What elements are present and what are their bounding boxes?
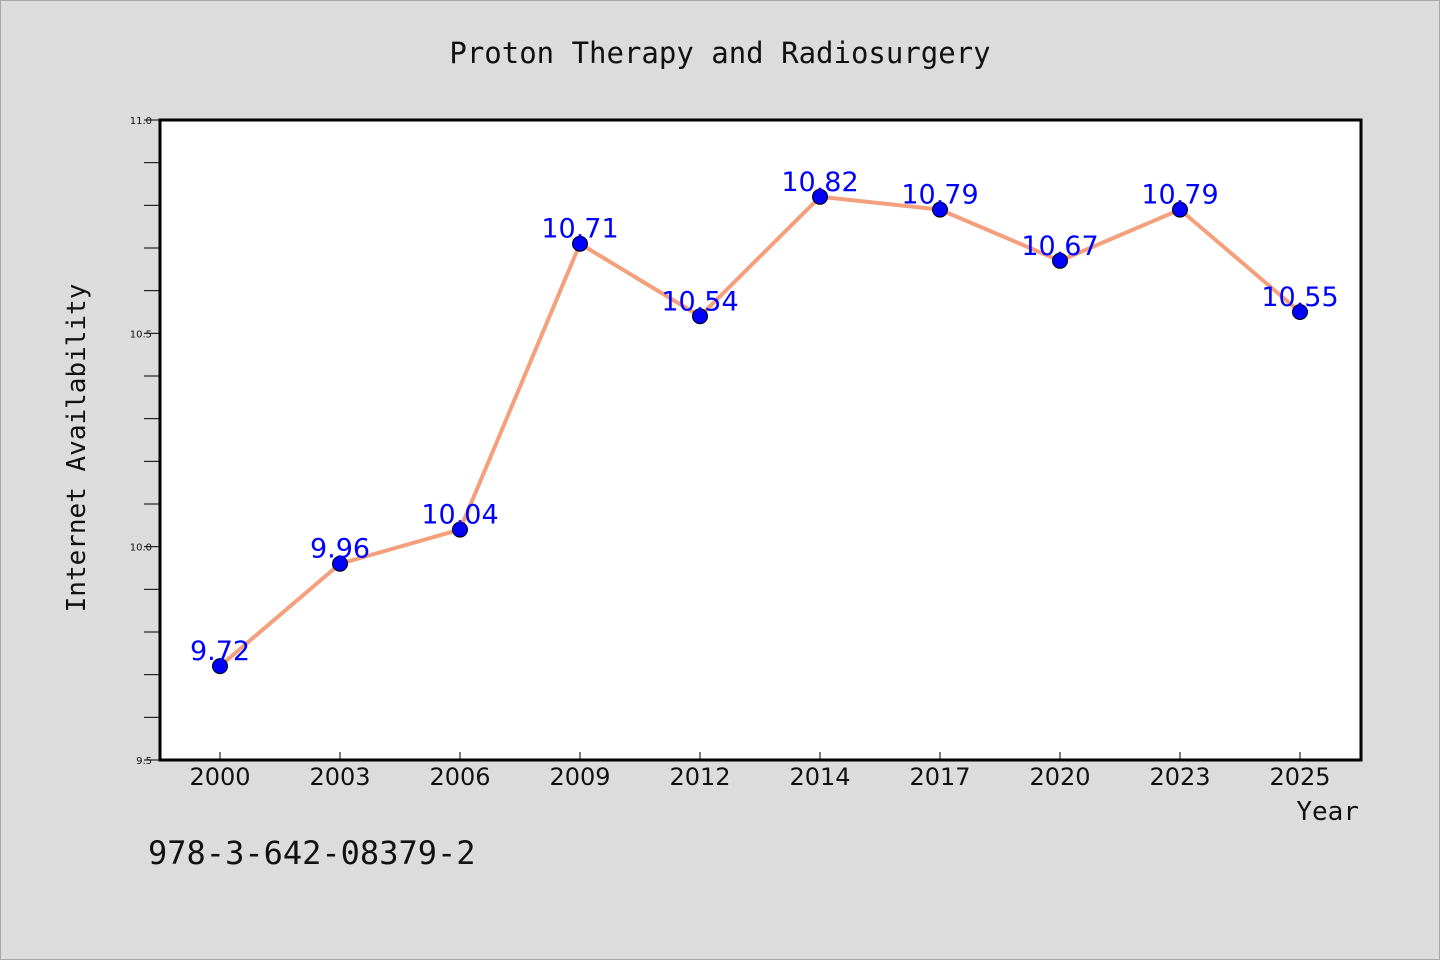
plot-area <box>158 118 1363 762</box>
x-tick-label: 2006 <box>429 763 490 791</box>
x-tick-label: 2020 <box>1029 763 1090 791</box>
x-axis: 2000 2003 2006 2009 2012 2014 2017 2020 2023 2025 <box>189 752 1331 791</box>
data-label: 10.82 <box>781 167 858 198</box>
x-tick-label: 2012 <box>669 763 730 791</box>
x-tick-label: 2003 <box>309 763 370 791</box>
data-point <box>572 235 588 252</box>
y-axis: 9.5 10.0 10.5 11.0 <box>130 116 160 767</box>
data-point <box>1172 201 1188 218</box>
data-label: 10.54 <box>661 286 738 317</box>
x-tick-label: 2014 <box>789 763 850 791</box>
data-point <box>1052 252 1068 269</box>
data-label: 10.79 <box>901 180 978 211</box>
y-tick-label: 10.5 <box>130 329 152 340</box>
data-label: 10.71 <box>541 214 618 245</box>
chart-title: Proton Therapy and Radiosurgery <box>449 36 990 70</box>
series-layer <box>212 188 1308 675</box>
x-tick-label: 2023 <box>1149 763 1210 791</box>
data-label: 10.67 <box>1021 231 1098 262</box>
data-label: 10.04 <box>421 500 498 531</box>
x-axis-title: Year <box>1296 797 1359 827</box>
data-label: 10.55 <box>1261 282 1338 313</box>
data-point <box>332 555 348 572</box>
data-point <box>452 521 468 538</box>
data-point <box>812 188 828 205</box>
data-label: 9.96 <box>310 534 370 565</box>
data-label: 10.79 <box>1141 180 1218 211</box>
y-tick-label: 11.0 <box>130 116 152 127</box>
data-point <box>212 658 228 675</box>
data-point <box>692 308 708 325</box>
data-label: 9.72 <box>190 636 250 667</box>
x-tick-label: 2017 <box>909 763 970 791</box>
y-tick-label: 9.5 <box>136 756 152 767</box>
data-point <box>1292 304 1308 320</box>
x-tick-label: 2009 <box>549 763 610 791</box>
isbn-text: 978-3-642-08379-2 <box>148 834 476 872</box>
series-line <box>218 194 1302 668</box>
data-point <box>932 201 948 218</box>
x-tick-label: 2025 <box>1269 763 1330 791</box>
y-axis-title: Internet Availability <box>62 284 92 613</box>
data-labels: 9.72 9.96 10.04 10.71 10.54 10.82 10.79 10.67 10… <box>190 167 1339 667</box>
y-tick-label: 10.0 <box>130 543 152 554</box>
x-tick-label: 2000 <box>189 763 250 791</box>
